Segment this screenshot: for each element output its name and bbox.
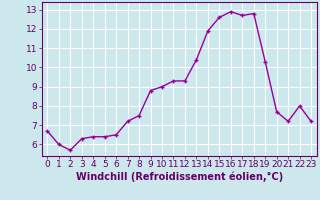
X-axis label: Windchill (Refroidissement éolien,°C): Windchill (Refroidissement éolien,°C) — [76, 172, 283, 182]
